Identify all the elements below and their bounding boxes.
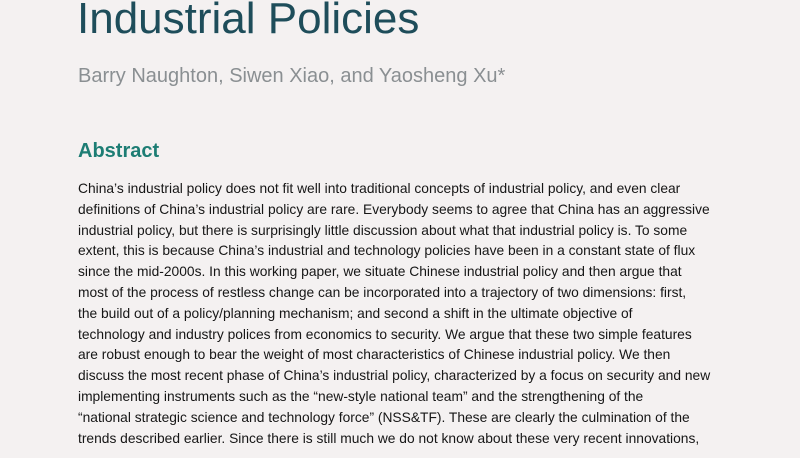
abstract-body: China’s industrial policy does not fit w… bbox=[78, 179, 798, 449]
abstract-line: discuss the most recent phase of China’s… bbox=[78, 368, 711, 384]
abstract-line: most of the process of restless change c… bbox=[78, 284, 687, 300]
paper-title: Industrial Policies bbox=[77, 0, 420, 43]
abstract-line: extent, this is because China’s industri… bbox=[78, 243, 696, 259]
abstract-line: “national strategic science and technolo… bbox=[78, 409, 690, 425]
abstract-line: technology and industry polices from eco… bbox=[78, 326, 692, 342]
abstract-line: the build out of a policy/planning mecha… bbox=[78, 305, 633, 321]
abstract-line: definitions of China’s industrial policy… bbox=[78, 201, 710, 217]
abstract-line: implementing instruments such as the “ne… bbox=[78, 388, 644, 404]
author-list: Barry Naughton, Siwen Xiao, and Yaosheng… bbox=[78, 65, 506, 87]
abstract-line: since the mid-2000s. In this working pap… bbox=[78, 264, 682, 280]
abstract-line: industrial policy, but there is surprisi… bbox=[78, 222, 688, 238]
abstract-heading: Abstract bbox=[78, 140, 160, 162]
abstract-line: are robust enough to bear the weight of … bbox=[78, 347, 671, 363]
abstract-line: China’s industrial policy does not fit w… bbox=[78, 181, 681, 196]
abstract-line: trends described earlier. Since there is… bbox=[78, 430, 700, 446]
